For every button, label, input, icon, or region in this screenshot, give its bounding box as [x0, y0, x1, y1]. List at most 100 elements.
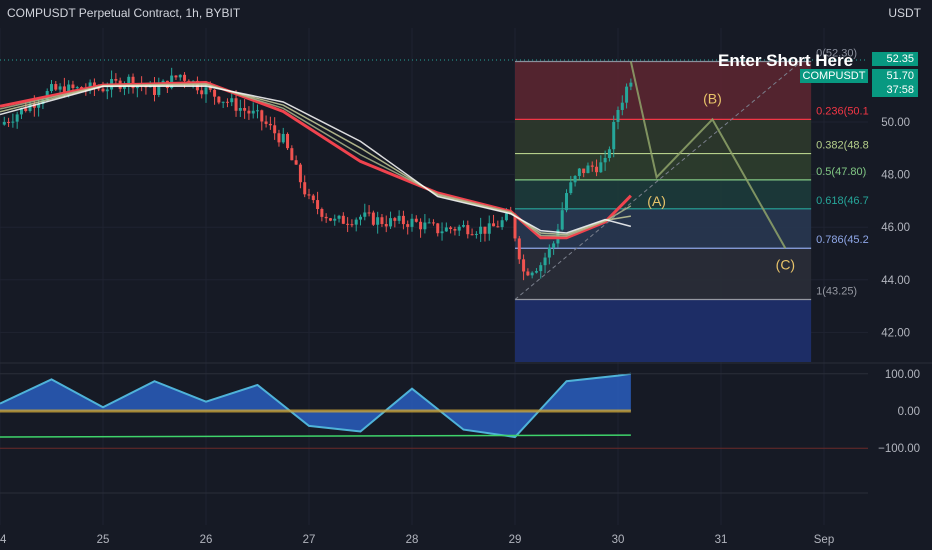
current-price-tag: 51.70	[872, 69, 918, 83]
osc-y-tick-label: 100.00	[885, 369, 920, 381]
y-tick-label: 44.00	[881, 275, 910, 287]
candle-body	[547, 247, 551, 258]
x-tick-label: 31	[715, 534, 728, 546]
candle-body	[569, 182, 573, 194]
candle-body	[346, 223, 350, 225]
candle-body	[294, 160, 298, 165]
candle-body	[213, 89, 217, 97]
x-tick-label: 28	[406, 534, 419, 546]
candle-body	[444, 227, 448, 232]
candle-body	[174, 75, 178, 78]
candle-body	[256, 110, 259, 112]
candle-body	[273, 125, 277, 134]
candle-body	[268, 123, 272, 126]
candle-body	[371, 212, 375, 225]
candle-body	[58, 86, 62, 90]
fibonacci-retracement[interactable]: 0(52.30) 0.236(50.1 0.382(48.8 0.5(47.80) 0.…	[514, 48, 869, 362]
fib-level-label: 0.382(48.8	[816, 140, 869, 152]
candle-body	[11, 121, 15, 123]
candle-body	[431, 222, 435, 224]
candle-body	[359, 216, 362, 220]
candle-body	[496, 226, 500, 228]
candle-body	[290, 148, 294, 161]
candle-body	[534, 271, 538, 273]
x-tick-label: 29	[509, 534, 522, 546]
candle-body	[204, 87, 208, 95]
candle-body	[423, 222, 427, 230]
moving-averages	[0, 81, 632, 240]
candlestick-series	[2, 67, 633, 281]
candle-body	[341, 215, 345, 224]
fib-zone	[515, 153, 812, 180]
candle-body	[238, 107, 242, 111]
candle-body	[71, 84, 75, 88]
candle-body	[406, 224, 410, 227]
candle-body	[363, 212, 367, 217]
candle-body	[449, 227, 453, 230]
candle-body	[586, 165, 590, 174]
candle-body	[75, 87, 79, 89]
candle-body	[234, 98, 238, 111]
candle-body	[595, 166, 599, 173]
candle-body	[410, 218, 414, 227]
currency-label: USDT	[888, 6, 921, 20]
candle-body	[479, 226, 483, 234]
fib-level-label: 0(52.30)	[816, 48, 857, 60]
fib-level-label: 0.236(50.1	[816, 105, 869, 117]
candle-body	[474, 233, 478, 235]
fib-level-label: 0.786(45.2	[816, 234, 869, 246]
candle-body	[462, 225, 465, 227]
candle-body	[183, 74, 187, 81]
candle-body	[616, 109, 620, 122]
fib-level-label: 0.618(46.7	[816, 195, 869, 207]
fib-zone	[515, 61, 812, 120]
x-tick-label: 25	[97, 534, 110, 546]
candle-body	[414, 218, 418, 222]
enter-short-annotation[interactable]: Enter Short Here	[718, 51, 854, 70]
candle-body	[625, 86, 629, 103]
oscillator-pane	[0, 372, 868, 449]
bar-countdown-tag: 37:58	[872, 83, 918, 97]
candle-body	[320, 209, 324, 217]
y-tick-label: 48.00	[881, 170, 910, 182]
candle-body	[92, 82, 96, 89]
candle-body	[337, 215, 341, 219]
fib-extension-zone	[515, 299, 812, 362]
candle-body	[590, 165, 594, 167]
candle-body	[264, 121, 268, 124]
wave-label: (B)	[703, 91, 722, 107]
candle-body	[221, 101, 225, 103]
candle-body	[131, 76, 135, 89]
candle-body	[88, 82, 92, 90]
candle-body	[517, 238, 521, 260]
x-tick-label: Sep	[814, 534, 834, 546]
candle-body	[603, 157, 607, 163]
candle-body	[170, 75, 174, 89]
candle-body	[354, 219, 358, 225]
candle-body	[401, 215, 405, 225]
candle-body	[307, 194, 311, 196]
ma-band-line	[0, 82, 632, 237]
candle-body	[2, 121, 6, 125]
candle-body	[15, 114, 19, 122]
candle-body	[311, 195, 315, 201]
candle-body	[483, 226, 487, 234]
osc-y-tick-label: 0.00	[898, 406, 920, 418]
candle-body	[7, 121, 11, 123]
candle-body	[539, 265, 543, 272]
candle-body	[376, 217, 380, 225]
candle-body	[513, 214, 517, 239]
candle-body	[324, 216, 328, 219]
candle-body	[200, 90, 204, 95]
candle-body	[612, 121, 616, 150]
candle-body	[530, 272, 534, 276]
ma-band-line	[0, 85, 632, 234]
candle-body	[367, 212, 371, 214]
candle-body	[453, 229, 457, 231]
candle-body	[629, 82, 633, 87]
x-tick-label: 27	[303, 534, 316, 546]
wave-label: (A)	[647, 193, 666, 209]
elliott-wave-drawing[interactable]: (A) (B) (C)	[629, 61, 795, 273]
candle-body	[393, 218, 397, 221]
